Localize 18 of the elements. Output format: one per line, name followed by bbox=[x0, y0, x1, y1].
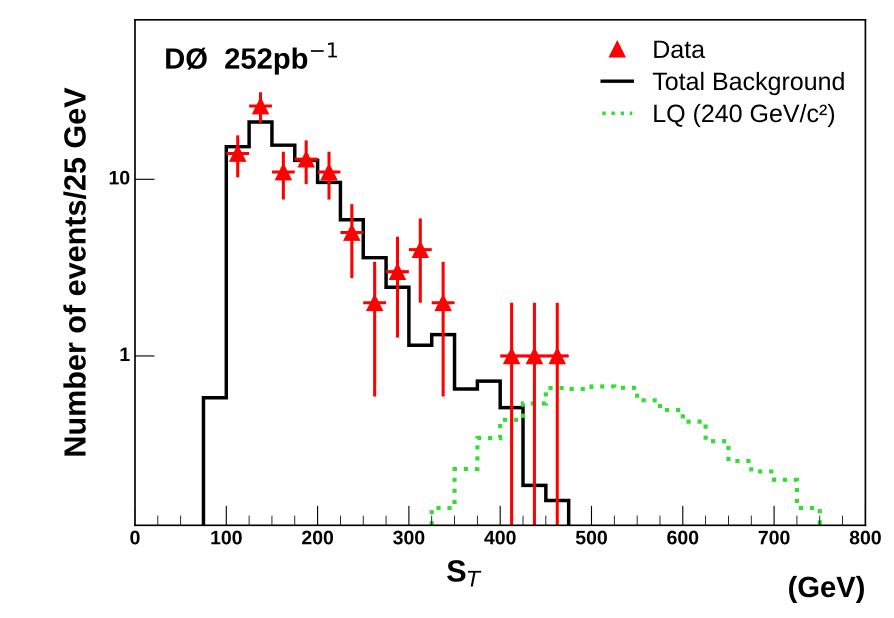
x-axis-title: S$_{T}$ bbox=[447, 560, 482, 586]
x-tick-label: 300 bbox=[393, 530, 424, 544]
x-tick-label: 200 bbox=[302, 530, 334, 544]
x-tick-label: 0 bbox=[130, 530, 140, 544]
text: (GeV) bbox=[789, 576, 864, 604]
x-tick-label: 100 bbox=[211, 530, 242, 544]
x-tick-label: 600 bbox=[667, 530, 698, 544]
annotation: DØ 252pb$^{−1}$ bbox=[166, 42, 337, 75]
y-tick-label: 10 bbox=[110, 170, 130, 185]
x-tick-label: 400 bbox=[484, 530, 516, 544]
x-tick-label: 700 bbox=[758, 530, 790, 544]
x-tick-label: 800 bbox=[850, 530, 881, 544]
x-tick-label: 500 bbox=[576, 530, 607, 544]
legend-label: Data bbox=[654, 40, 706, 58]
legend-label: Total Background bbox=[652, 72, 844, 96]
legend-label: LQ (240 GeV/c²) bbox=[654, 104, 834, 128]
y-axis-title: Number of events/25 GeV bbox=[63, 88, 86, 456]
y-tick-label: 1 bbox=[120, 348, 130, 361]
